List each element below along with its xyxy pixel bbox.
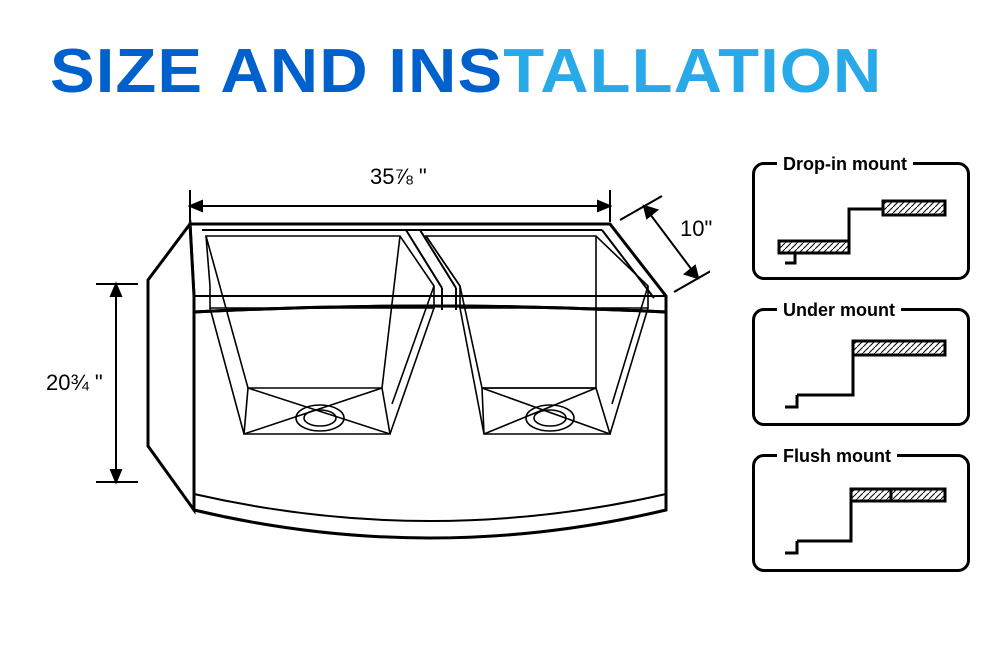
dimension-height-label: 20¾ " [46,370,103,396]
title-segment-1: SIZE AND INS [50,37,503,106]
dimension-width-label: 35⅞ " [370,164,427,190]
mount-flush-icon [755,457,967,569]
page-title: SIZE AND INSTALLATION [50,36,1000,107]
mount-under-icon [755,311,967,423]
dimension-depth-label: 10" [680,216,712,242]
sink-svg [30,160,710,638]
mount-under: Under mount [752,308,970,426]
mount-under-label: Under mount [777,300,901,321]
title-segment-2: TALLATION [503,37,882,106]
mount-types: Drop-in mount Under mount [752,162,970,572]
mount-drop-in-icon [755,165,967,277]
mount-drop-in: Drop-in mount [752,162,970,280]
mount-drop-in-label: Drop-in mount [777,154,913,175]
mount-flush-label: Flush mount [777,446,897,467]
sink-diagram: 35⅞ " 10" 20¾ " [30,160,710,638]
mount-flush: Flush mount [752,454,970,572]
